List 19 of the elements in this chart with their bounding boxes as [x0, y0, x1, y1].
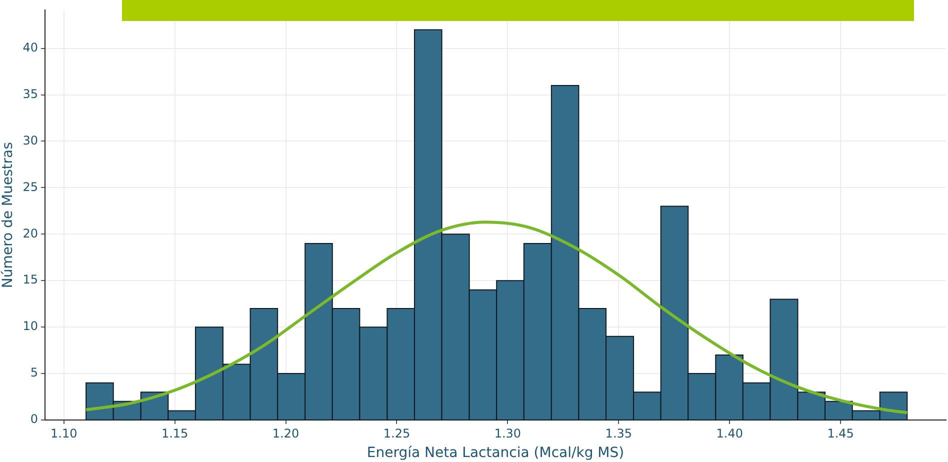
x-tick-label: 1.20: [272, 426, 300, 440]
y-tick-label: 5: [30, 366, 38, 380]
x-tick-label: 1.45: [827, 426, 854, 440]
y-tick-label: 0: [30, 412, 38, 426]
x-axis-title: Energía Neta Lactancia (Mcal/kg MS): [366, 445, 624, 462]
y-tick-label: 40: [22, 40, 38, 54]
y-tick-label: 25: [22, 180, 38, 194]
x-tick-label: 1.10: [50, 426, 78, 440]
x-tick-label: 1.15: [161, 426, 188, 440]
x-tick-label: 1.30: [494, 426, 522, 440]
y-tick-label: 20: [22, 226, 38, 240]
x-tick-label: 1.40: [716, 426, 743, 440]
y-axis-title: Número de Muestras: [0, 142, 16, 288]
y-tick-label: 35: [22, 86, 38, 101]
y-tick-label: 10: [22, 319, 38, 334]
x-tick-label: 1.25: [383, 426, 410, 440]
y-tick-label: 15: [22, 272, 38, 287]
x-tick-label: 1.35: [605, 426, 632, 440]
y-tick-label: 30: [22, 133, 38, 148]
